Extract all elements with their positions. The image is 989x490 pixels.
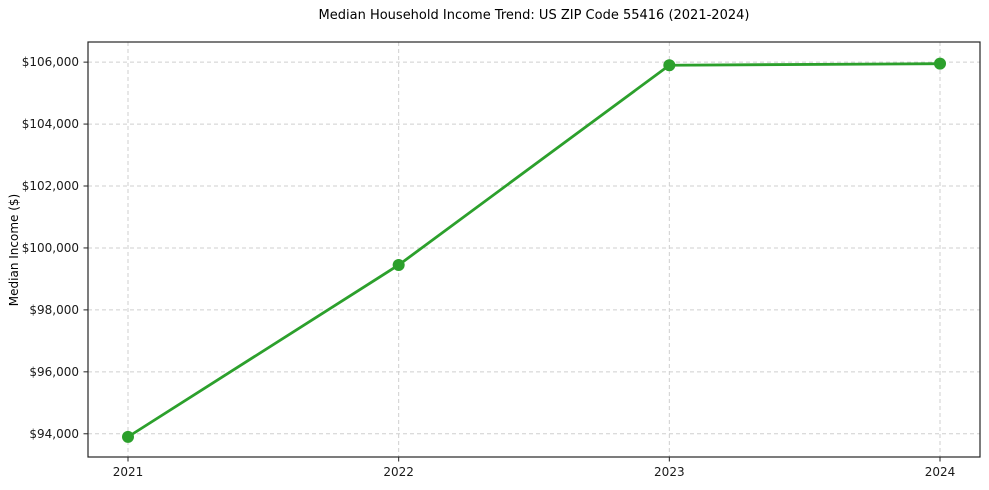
data-point-marker: [934, 57, 946, 70]
y-axis-label: Median Income ($): [7, 193, 21, 307]
x-axis: 2021 2022 2023 2024: [113, 457, 956, 479]
y-tick-label: $102,000: [22, 179, 79, 193]
x-tick-label: 2021: [113, 465, 144, 479]
trend-line: [126, 62, 942, 439]
chart-title: Median Household Income Trend: US ZIP Co…: [318, 8, 750, 23]
y-tick-label: $106,000: [22, 55, 79, 69]
y-tick-label: $104,000: [22, 117, 79, 131]
y-tick-label: $94,000: [29, 427, 79, 441]
data-point-marker: [122, 430, 134, 443]
x-tick-label: 2024: [925, 465, 956, 479]
gridlines: [88, 42, 980, 457]
y-tick-label: $96,000: [29, 365, 79, 379]
y-axis: $94,000 $96,000 $98,000 $100,000 $102,000 $10…: [22, 55, 88, 441]
x-tick-label: 2023: [654, 465, 685, 479]
axes-box: [87, 41, 981, 458]
y-tick-label: $98,000: [29, 303, 79, 317]
y-tick-label: $100,000: [22, 241, 79, 255]
x-tick-label: 2022: [383, 465, 414, 479]
data-point-marker: [392, 258, 405, 271]
data-point-marker: [663, 59, 676, 72]
